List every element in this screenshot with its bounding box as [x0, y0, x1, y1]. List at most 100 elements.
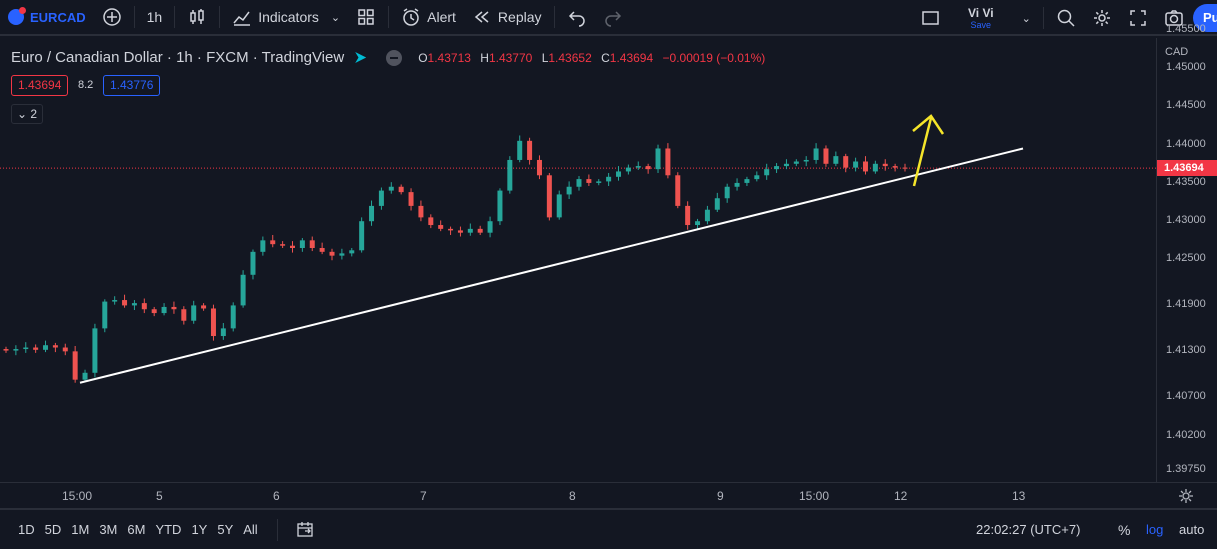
range-1d-button[interactable]: 1D — [18, 522, 35, 537]
clock-timezone[interactable]: 22:02:27 (UTC+7) — [976, 522, 1081, 537]
candle-down — [72, 351, 78, 380]
legend-title[interactable]: Euro / Canadian Dollar · 1h · FXCM · Tra… — [11, 49, 345, 66]
range-6m-button[interactable]: 6M — [127, 522, 146, 537]
gear-icon[interactable] — [1178, 488, 1194, 504]
user-save-button[interactable]: Vi Vi Save — [948, 0, 1014, 36]
candle-up — [92, 328, 98, 373]
candle-down — [201, 305, 207, 309]
candle-down — [270, 240, 276, 245]
candle-up — [260, 240, 266, 252]
log-toggle[interactable]: log — [1146, 522, 1164, 537]
fullscreen-button[interactable] — [1120, 0, 1156, 36]
alert-button[interactable]: Alert — [393, 0, 464, 35]
annotation-arrow-head — [912, 114, 945, 135]
time-tick: 6 — [273, 489, 280, 503]
replay-button[interactable]: Replay — [464, 0, 550, 35]
candle-up — [734, 182, 740, 187]
symbol-logo-icon — [8, 7, 26, 25]
price-tick: 1.45000 — [1166, 61, 1206, 74]
buy-price-box[interactable]: 1.43776 — [103, 75, 161, 96]
gear-icon — [1093, 10, 1110, 26]
candle-down — [33, 347, 39, 350]
candle-up — [388, 186, 394, 191]
undo-icon — [568, 11, 585, 27]
candle-down — [882, 163, 888, 167]
compare-button[interactable] — [94, 0, 130, 35]
range-1y-button[interactable]: 1Y — [191, 522, 208, 537]
candle-up — [774, 166, 780, 170]
candle-up — [359, 221, 365, 251]
percent-toggle[interactable]: % — [1118, 521, 1131, 538]
sell-price-box[interactable]: 1.43694 — [11, 75, 69, 96]
candle-down — [329, 251, 335, 256]
auto-toggle[interactable]: auto — [1179, 522, 1205, 537]
currency-label[interactable]: CAD — [1165, 46, 1189, 58]
candle-down — [398, 186, 404, 193]
candle-down — [586, 179, 592, 183]
candle-up — [161, 306, 167, 314]
redo-button[interactable] — [595, 0, 631, 35]
chart-pane[interactable] — [0, 38, 1156, 482]
interval-button[interactable]: 1h — [139, 0, 171, 35]
candle-up — [240, 274, 246, 306]
save-menu-button[interactable]: ⌄ — [1014, 0, 1039, 36]
range-5d-button[interactable]: 5D — [44, 522, 62, 537]
indicators-label: Indicators — [258, 9, 319, 25]
low-key: L — [541, 50, 549, 65]
candle-up — [230, 305, 236, 329]
indicators-collapse-button[interactable]: ⌄ 2 — [11, 104, 44, 124]
candle-down — [843, 156, 849, 168]
time-axis[interactable]: 15:00 5 6 7 8 9 15:00 12 13 — [0, 482, 1217, 508]
range-5y-button[interactable]: 5Y — [217, 522, 234, 537]
candle-up — [803, 159, 809, 162]
chevron-down-icon[interactable]: ⌄ — [330, 11, 341, 24]
range-1m-button[interactable]: 1M — [71, 522, 90, 537]
market-status-icon[interactable] — [355, 52, 367, 63]
candle-up — [833, 156, 839, 164]
price-chart[interactable] — [0, 38, 1156, 482]
candle-up — [625, 167, 631, 172]
quick-search-button[interactable] — [1048, 0, 1084, 36]
top-toolbar: EURCAD 1h Indicators ⌄ Alert Replay — [0, 0, 1217, 36]
bottom-toolbar: 1D 5D 1M 3M 6M YTD 1Y 5Y All 22:02:27 (U… — [0, 508, 1217, 549]
candle-down — [645, 166, 651, 170]
templates-button[interactable] — [348, 0, 384, 35]
candle-down — [477, 228, 483, 233]
price-axis[interactable]: CAD 1.45500 1.45000 1.44500 1.44000 1.43… — [1156, 23, 1217, 482]
indicators-icon — [233, 11, 251, 26]
calendar-goto-icon[interactable] — [296, 521, 314, 539]
price-tick: 1.42500 — [1166, 252, 1206, 265]
range-3m-button[interactable]: 3M — [99, 522, 118, 537]
hide-legend-icon[interactable] — [386, 49, 403, 66]
price-tick: 1.40200 — [1166, 428, 1206, 441]
indicators-button[interactable]: Indicators ⌄ — [224, 0, 348, 35]
candle-down — [675, 175, 681, 206]
symbol-label: EURCAD — [30, 9, 86, 25]
candle-up — [655, 148, 661, 170]
range-ytd-button[interactable]: YTD — [155, 522, 182, 537]
plus-circle-icon — [102, 8, 121, 26]
time-tick: 13 — [1012, 489, 1026, 503]
publish-button[interactable]: Pu — [1193, 4, 1217, 32]
spread-value: 8.2 — [78, 79, 94, 91]
symbol-search[interactable]: EURCAD — [0, 0, 94, 35]
price-tick: 1.43500 — [1166, 175, 1206, 188]
candle-down — [428, 217, 434, 226]
layout-button[interactable] — [912, 0, 948, 36]
undo-button[interactable] — [559, 0, 595, 35]
date-range-group: 1D 5D 1M 3M 6M YTD 1Y 5Y All — [13, 522, 263, 537]
candle-down — [62, 347, 68, 352]
replay-label: Replay — [497, 9, 542, 25]
toolbar-divider — [1042, 7, 1044, 29]
candle-down — [52, 345, 58, 348]
chart-type-button[interactable] — [179, 0, 215, 35]
candle-up — [339, 253, 345, 256]
candle-up — [369, 205, 375, 222]
snapshot-button[interactable] — [1156, 0, 1192, 36]
range-all-button[interactable]: All — [243, 522, 258, 537]
rewind-icon — [474, 11, 489, 23]
settings-button[interactable] — [1084, 0, 1120, 36]
user-name: Vi Vi — [968, 5, 994, 20]
time-tick: 8 — [569, 489, 576, 503]
candle-up — [616, 171, 622, 177]
